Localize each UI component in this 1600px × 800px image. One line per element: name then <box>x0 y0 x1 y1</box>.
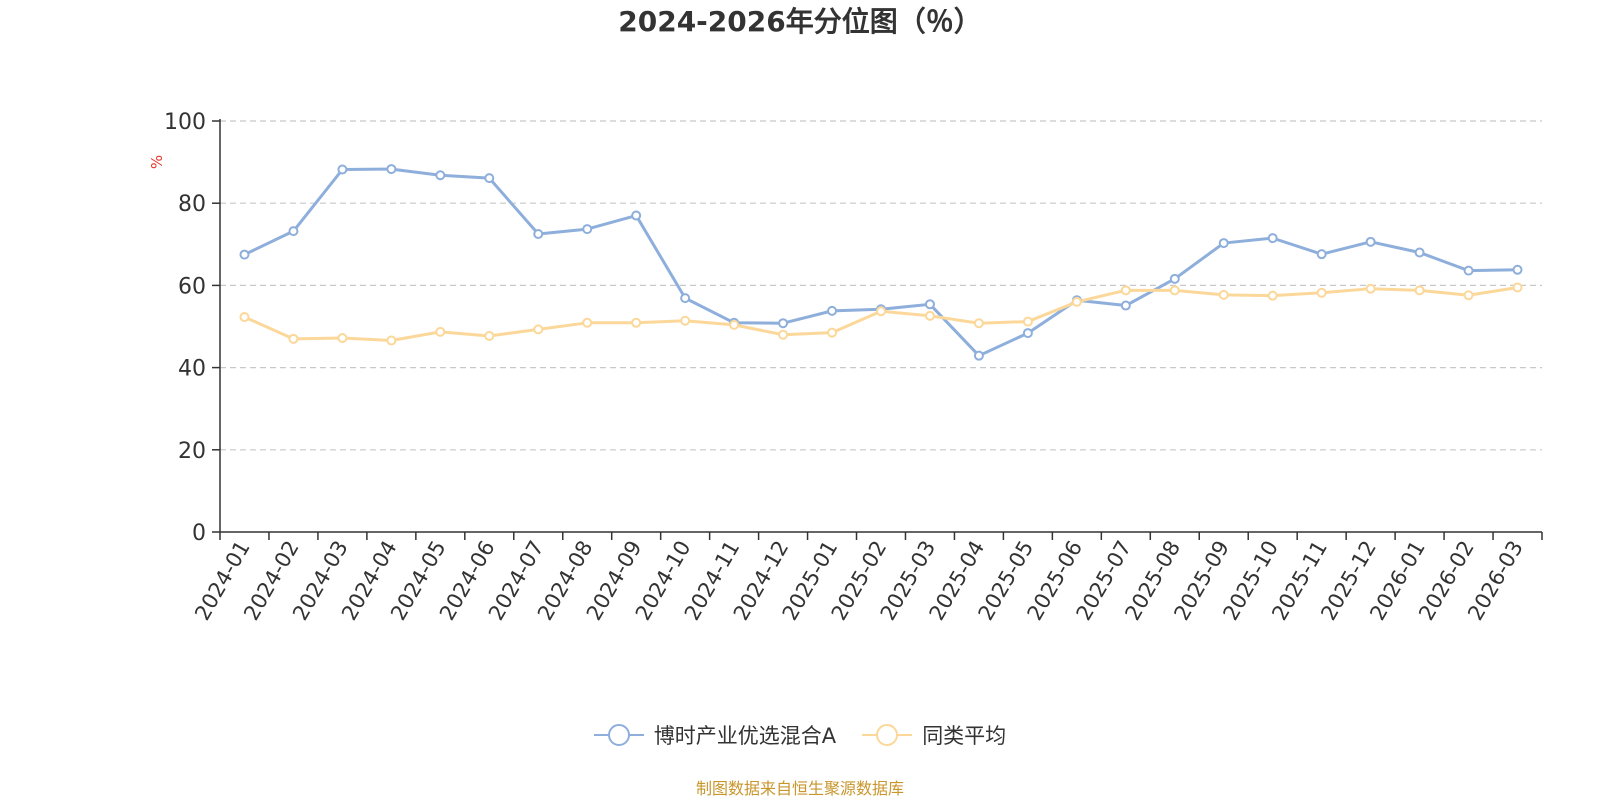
series-1-point-18 <box>1120 285 1131 296</box>
series-0-point-14 <box>924 299 935 310</box>
series-1-point-25 <box>1463 290 1474 301</box>
series-1-point-9 <box>680 315 691 326</box>
series-0-point-11 <box>778 318 789 329</box>
series-0-point-4 <box>435 170 446 181</box>
legend-swatch-series-0 <box>593 724 644 746</box>
series-1-point-12 <box>827 327 838 338</box>
series-1-point-5 <box>484 330 495 341</box>
y-tick-label-4: 80 <box>178 192 206 217</box>
series-0-point-5 <box>484 173 495 184</box>
series-0-point-22 <box>1316 249 1327 260</box>
series-0-point-8 <box>631 210 642 221</box>
series-1-point-3 <box>386 335 397 346</box>
series-1-point-1 <box>288 333 299 344</box>
series-0-point-16 <box>1022 328 1033 339</box>
series-1-point-26 <box>1512 282 1523 293</box>
series-1-point-14 <box>924 310 935 321</box>
series-1-point-4 <box>435 326 446 337</box>
series-1-point-19 <box>1169 285 1180 296</box>
series-1-point-8 <box>631 317 642 328</box>
series-1-point-17 <box>1071 296 1082 307</box>
series-1-point-24 <box>1414 285 1425 296</box>
series-1-point-13 <box>876 306 886 317</box>
series-0-point-2 <box>337 164 348 175</box>
y-tick-label-0: 0 <box>192 521 206 546</box>
legend-label-series-1: 同类平均 <box>922 724 1007 748</box>
series-1-point-21 <box>1267 290 1278 301</box>
series-1-point-0 <box>239 312 250 323</box>
series-0-point-9 <box>680 293 691 304</box>
series-1-point-6 <box>533 324 544 335</box>
series-1-point-23 <box>1365 283 1376 294</box>
y-tick-label-1: 20 <box>178 439 206 464</box>
legend-swatch-series-1 <box>862 724 913 746</box>
series-1-point-10 <box>729 319 740 330</box>
series-0-point-0 <box>239 249 250 260</box>
series-1-point-15 <box>973 318 984 329</box>
y-tick-label-2: 40 <box>178 357 206 382</box>
series-1-point-22 <box>1316 287 1327 298</box>
legend-label-series-0: 博时产业优选混合A <box>653 724 837 748</box>
chart-title: 2024-2026年分位图（％） <box>618 5 982 38</box>
series-0-point-24 <box>1414 247 1425 258</box>
series-0-point-6 <box>533 229 544 240</box>
series-0-point-23 <box>1365 236 1376 247</box>
series-0-point-19 <box>1169 273 1180 284</box>
legend: 博时产业优选混合A 同类平均 <box>0 720 1600 750</box>
series-1-point-16 <box>1022 316 1033 327</box>
series-1-point-7 <box>582 317 593 328</box>
legend-item-series-0[interactable]: 博时产业优选混合A <box>593 720 837 750</box>
y-axis-label: % <box>148 155 166 169</box>
y-tick-label-3: 60 <box>178 274 206 299</box>
series-0-point-7 <box>582 224 593 235</box>
series-0-point-15 <box>973 350 984 361</box>
source-note: 制图数据来自恒生聚源数据库 <box>695 779 904 798</box>
series-1-point-2 <box>337 333 348 344</box>
series-0-point-12 <box>827 305 838 316</box>
series-0-point-26 <box>1512 264 1523 275</box>
series-1-point-20 <box>1218 289 1229 300</box>
series-1-point-11 <box>778 329 789 340</box>
legend-item-series-1[interactable]: 同类平均 <box>862 720 1006 750</box>
series-line-0 <box>243 167 1518 358</box>
series-0-point-3 <box>386 164 397 175</box>
series-0-point-21 <box>1267 233 1278 244</box>
y-tick-label-5: 100 <box>164 110 206 135</box>
series-0-point-20 <box>1218 238 1229 249</box>
series-0-point-18 <box>1120 300 1131 311</box>
series-0-point-25 <box>1463 265 1474 276</box>
series-0-point-1 <box>288 226 299 237</box>
